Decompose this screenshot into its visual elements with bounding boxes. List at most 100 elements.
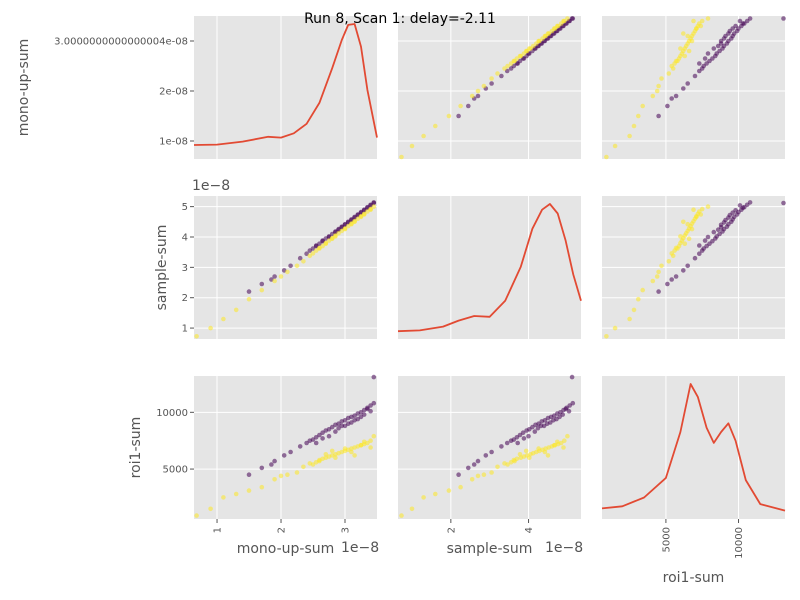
scatter-point-series-0 <box>697 61 702 66</box>
scatter-point-series-1 <box>433 491 438 497</box>
scatter-point-series-0 <box>570 400 576 406</box>
scatter-point-series-1 <box>689 38 695 44</box>
scatter-point-series-0 <box>521 56 527 61</box>
y-tick-label: 3 <box>182 263 188 274</box>
scatter-point-series-1 <box>694 214 699 220</box>
scatter-point-series-1 <box>259 287 265 293</box>
scatter-point-series-0 <box>281 453 287 458</box>
scatter-point-series-1 <box>352 219 357 225</box>
scatter-point-series-1 <box>685 221 690 227</box>
scatter-point-series-1 <box>458 484 463 490</box>
scatter-point-series-1 <box>527 455 532 461</box>
scatter-point-series-1 <box>399 513 404 518</box>
scatter-point-series-1 <box>285 269 290 275</box>
scatter-point-series-0 <box>352 413 357 419</box>
scatter-point-series-1 <box>656 269 661 275</box>
scatter-point-series-0 <box>304 440 309 446</box>
scatter-point-series-1 <box>555 23 560 29</box>
scatter-point-series-0 <box>730 26 735 31</box>
scatter-point-series-1 <box>329 236 335 242</box>
scatter-point-series-1 <box>317 245 322 251</box>
panels-layer <box>193 16 786 519</box>
y-axis-label-sample-sum: sample-sum <box>154 225 170 311</box>
scatter-point-series-1 <box>536 446 541 451</box>
scatter-point-series-1 <box>654 88 660 94</box>
y-offset-label-sample-sum: 1e−8 <box>192 178 230 194</box>
scatter-point-series-0 <box>673 274 679 279</box>
scatter-point-series-0 <box>521 436 527 441</box>
scatter-point-series-0 <box>342 423 348 429</box>
scatter-point-series-1 <box>194 513 199 518</box>
scatter-point-series-1 <box>640 287 645 293</box>
scatter-point-series-0 <box>730 210 735 215</box>
scatter-point-series-0 <box>685 81 690 86</box>
scatter-point-series-1 <box>502 66 507 71</box>
scatter-point-series-0 <box>272 274 277 279</box>
scatter-point-series-0 <box>710 238 715 244</box>
scatter-point-series-0 <box>336 421 341 427</box>
scatter-point-series-1 <box>666 71 672 76</box>
scatter-point-series-0 <box>365 406 370 412</box>
scatter-point-series-1 <box>259 484 265 490</box>
panel-mono-up-sum-vs-roi1-sum <box>602 16 786 160</box>
scatter-point-series-0 <box>718 41 724 46</box>
scatter-point-series-0 <box>368 403 373 408</box>
scatter-point-series-1 <box>458 103 463 109</box>
scatter-point-series-1 <box>421 133 426 139</box>
scatter-point-series-1 <box>669 63 674 69</box>
scatter-point-series-1 <box>604 334 609 339</box>
scatter-point-series-1 <box>551 442 557 448</box>
scatter-point-series-1 <box>666 259 672 264</box>
scatter-point-series-1 <box>523 48 529 54</box>
scatter-point-series-0 <box>665 281 670 287</box>
y-tick-label: 2e-08 <box>159 87 188 98</box>
panel-roi1-sum-vs-roi1-sum <box>601 376 786 519</box>
scatter-point-series-1 <box>640 103 645 109</box>
x-tick-label: 2 <box>277 527 288 533</box>
panel-roi1-sum-vs-sample-sum <box>398 374 581 519</box>
scatter-point-series-1 <box>682 53 688 59</box>
panel-background <box>398 196 581 339</box>
scatter-point-series-1 <box>612 325 618 331</box>
scatter-point-series-1 <box>310 251 316 256</box>
scatter-point-series-1 <box>523 448 529 454</box>
scatter-point-series-1 <box>694 26 699 31</box>
scatter-point-series-0 <box>702 56 708 61</box>
scatter-point-series-0 <box>326 427 332 432</box>
scatter-point-series-1 <box>542 33 548 39</box>
scatter-point-series-0 <box>669 277 674 282</box>
scatter-point-series-1 <box>446 113 452 119</box>
scatter-point-series-0 <box>272 458 277 464</box>
scatter-point-series-1 <box>512 58 517 64</box>
x-tick-label: 3 <box>341 527 352 533</box>
scatter-point-series-1 <box>208 325 213 331</box>
panel-roi1-sum-vs-mono-up-sum <box>194 374 377 519</box>
scatter-point-series-1 <box>246 296 252 302</box>
scatter-point-series-1 <box>565 433 570 439</box>
scatter-point-series-1 <box>342 226 348 232</box>
scatter-point-series-1 <box>307 253 313 259</box>
scatter-point-series-0 <box>288 263 293 269</box>
scatter-point-series-1 <box>333 234 338 239</box>
scatter-point-series-1 <box>659 263 664 269</box>
scatter-point-series-0 <box>483 453 489 458</box>
scatter-point-series-0 <box>747 16 753 21</box>
scatter-point-series-0 <box>726 215 731 220</box>
x-tick-label: 2 <box>446 527 457 533</box>
scatter-point-series-1 <box>627 316 632 322</box>
labels-layer: 1e-08 2e-08 3.0000000000000004e-08 1 2 3 4 5 1e−… <box>16 37 745 587</box>
scatter-point-series-1 <box>481 472 487 478</box>
scatter-point-series-1 <box>686 48 692 54</box>
scatter-point-series-0 <box>326 433 332 439</box>
scatter-point-series-1 <box>551 26 557 31</box>
scatter-point-series-1 <box>349 449 354 455</box>
scatter-point-series-0 <box>320 430 325 436</box>
scatter-point-series-0 <box>692 255 698 261</box>
y-tick-label: 5 <box>182 202 188 213</box>
kde-line-sample-sum <box>397 203 582 333</box>
scatter-point-series-1 <box>368 438 373 444</box>
scatter-point-series-1 <box>475 88 481 94</box>
scatter-point-series-0 <box>352 418 357 423</box>
scatter-point-series-1 <box>368 207 373 212</box>
x-tick-label: 4 <box>524 527 535 533</box>
